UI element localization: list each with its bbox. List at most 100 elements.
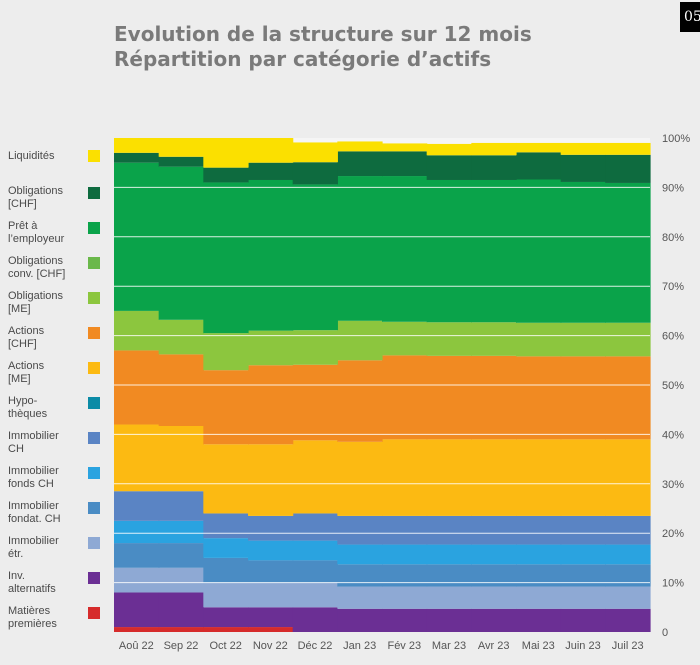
y-tick-label: 70% xyxy=(662,281,684,293)
area-segment xyxy=(605,142,651,155)
area-segment xyxy=(471,515,517,545)
y-tick-label: 20% xyxy=(662,528,684,540)
legend-label: Liquidités xyxy=(8,150,55,162)
area-segment xyxy=(560,356,606,440)
area-segment xyxy=(248,444,294,516)
area-segment xyxy=(292,162,338,185)
area-segment xyxy=(560,142,606,155)
area-segment xyxy=(426,322,472,356)
legend-label: Obligations [CHF] xyxy=(8,185,64,210)
area-segment xyxy=(382,355,428,440)
area-segment xyxy=(248,330,294,366)
area-segment xyxy=(426,608,472,632)
legend-label: Obligations [ME] xyxy=(8,290,64,315)
x-tick-label: Mar 23 xyxy=(432,640,466,652)
area-segment xyxy=(203,167,249,183)
area-segment xyxy=(382,439,428,516)
area-segment xyxy=(203,627,249,632)
legend-item: Prêt à l’employeur xyxy=(8,220,108,252)
legend-swatch xyxy=(88,187,100,199)
y-tick-label: 50% xyxy=(662,380,684,392)
x-tick-label: Oct 22 xyxy=(209,640,241,652)
area-segment xyxy=(337,515,383,545)
x-tick-label: Juin 23 xyxy=(565,640,600,652)
legend-item: Obligations conv. [CHF] xyxy=(8,255,108,287)
area-segment xyxy=(337,564,383,587)
area-segment xyxy=(382,176,428,322)
legend-swatch xyxy=(88,362,100,374)
area-segment xyxy=(158,166,204,320)
series-immobilier-ch xyxy=(114,491,651,545)
area-segment xyxy=(426,586,472,609)
area-segment xyxy=(605,608,651,632)
legend-label: Prêt à l’employeur xyxy=(8,220,65,245)
area-segment xyxy=(516,439,562,516)
area-segment xyxy=(560,154,606,182)
series-obligations-chf xyxy=(114,151,651,185)
legend-swatch xyxy=(88,467,100,479)
legend-item: Hypo-thèques xyxy=(8,395,108,427)
area-segment xyxy=(203,444,249,514)
y-tick-label: 0 xyxy=(662,627,668,639)
area-segment xyxy=(560,608,606,632)
area-segment xyxy=(158,138,204,157)
legend-item: Liquidités xyxy=(8,150,108,182)
area-segment xyxy=(337,544,383,565)
area-segment xyxy=(560,564,606,587)
series-actions-me xyxy=(114,424,651,516)
area-segment xyxy=(114,350,160,425)
area-segment xyxy=(158,543,204,568)
area-segment xyxy=(471,544,517,565)
area-segment xyxy=(426,355,472,440)
area-segment xyxy=(605,154,651,183)
area-segment xyxy=(605,182,651,323)
x-tick-label: Nov 22 xyxy=(253,640,288,652)
area-segment xyxy=(516,608,562,632)
area-segment xyxy=(605,586,651,609)
series-immobilier-fonds-ch xyxy=(114,520,651,565)
area-segment xyxy=(158,491,204,521)
area-segment xyxy=(248,582,294,608)
series-pret-a-l-employeur xyxy=(114,162,651,334)
legend-item: Immobilier fondat. CH xyxy=(8,500,108,532)
area-segment xyxy=(158,567,204,593)
area-segment xyxy=(426,439,472,516)
area-segment xyxy=(560,181,606,323)
page-number-badge: 05 xyxy=(680,2,700,32)
area-segment xyxy=(158,319,204,355)
legend-item: Obligations [CHF] xyxy=(8,185,108,217)
y-tick-label: 60% xyxy=(662,331,684,343)
area-segment xyxy=(292,607,338,632)
area-segment xyxy=(203,333,249,371)
legend-swatch xyxy=(88,292,100,304)
legend-label: Immobilier fondat. CH xyxy=(8,500,61,525)
area-segment xyxy=(426,544,472,565)
legend-swatch xyxy=(88,502,100,514)
area-segment xyxy=(337,360,383,442)
legend-swatch xyxy=(88,537,100,549)
area-segment xyxy=(203,138,249,168)
area-segment xyxy=(114,567,160,593)
legend-label: Inv. alternatifs xyxy=(8,570,56,595)
area-segment xyxy=(471,322,517,356)
area-segment xyxy=(516,322,562,357)
legend-swatch xyxy=(88,327,100,339)
area-segment xyxy=(516,544,562,565)
area-segment xyxy=(471,155,517,180)
x-tick-label: Avr 23 xyxy=(478,640,510,652)
legend-item: Matières premières xyxy=(8,605,108,637)
series-inv-alternatifs xyxy=(114,592,651,632)
area-segment xyxy=(248,179,294,331)
legend-label: Hypo-thèques xyxy=(8,395,48,420)
x-tick-label: Sep 22 xyxy=(164,640,199,652)
area-segment xyxy=(337,608,383,632)
area-segment xyxy=(114,543,160,568)
legend-swatch xyxy=(88,150,100,162)
x-tick-label: Juil 23 xyxy=(612,640,644,652)
y-tick-label: 80% xyxy=(662,232,684,244)
area-segment xyxy=(114,152,160,163)
legend-swatch xyxy=(88,432,100,444)
area-segment xyxy=(292,540,338,561)
series-immobilier-fondat-ch xyxy=(114,543,651,587)
